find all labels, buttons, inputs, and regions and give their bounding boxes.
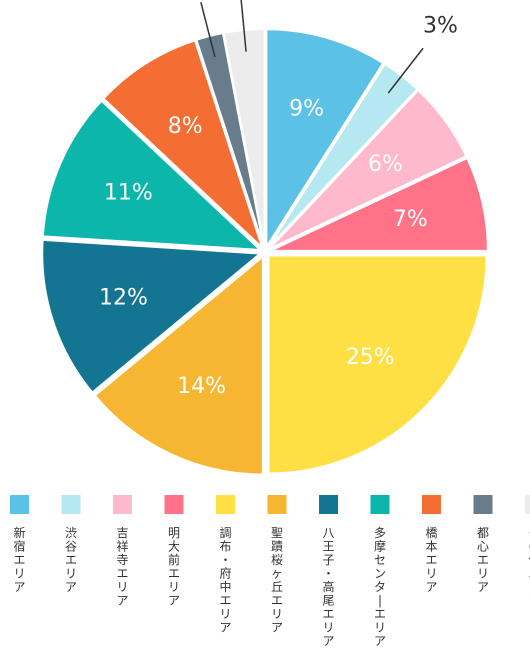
legend-label-7: 八王子・高尾エリア	[322, 526, 334, 648]
legend-swatch-11	[525, 495, 530, 514]
leader-lines	[200, 0, 424, 94]
slice-label-1: 9%	[289, 97, 324, 122]
legend-label-3: 吉祥寺エリア	[116, 526, 128, 608]
legend-label-8: 多摩センタ|エリア	[374, 526, 386, 648]
legend-swatch-3	[113, 495, 132, 514]
slice-label-2: 3%	[423, 13, 458, 38]
pie-slice-5	[267, 254, 488, 475]
legend-swatch-7	[319, 495, 338, 514]
legend-label-1: 新宿エリア	[13, 525, 25, 594]
slice-label-9: 8%	[168, 114, 203, 139]
pie-slice-6	[93, 254, 264, 476]
pie-slice-4	[269, 156, 489, 252]
legend: 新宿エリア 渋谷エリア 吉祥寺エリア 明大前エリア 調布・府中エリア 聖蹟桜ヶ丘エリア 八王…	[10, 495, 530, 648]
leader-line-11	[240, 0, 247, 52]
data-labels: 9%3%6%7%25%14%12%11%8%2%3%	[99, 13, 458, 399]
pie-slice-3	[268, 88, 468, 250]
legend-swatch-5	[216, 495, 235, 514]
legend-label-11: その他エリア	[528, 526, 530, 608]
pie-slice-7	[41, 238, 263, 394]
legend-label-9: 橋本エリア	[425, 526, 437, 594]
slice-label-7: 12%	[99, 286, 148, 311]
pie-slice-1	[265, 28, 385, 251]
legend-swatch-8	[370, 495, 390, 514]
legend-swatch-9	[422, 495, 441, 514]
legend-swatch-6	[267, 495, 287, 514]
legend-swatch-1	[10, 495, 29, 514]
legend-label-6: 聖蹟桜ヶ丘エリア	[271, 526, 283, 635]
legend-label-4: 明大前エリア	[168, 526, 180, 608]
pie-slices	[41, 28, 489, 476]
leader-line-2	[387, 47, 424, 94]
slice-label-3: 6%	[368, 152, 403, 177]
slice-label-5: 25%	[346, 345, 395, 370]
slice-label-8: 11%	[104, 180, 153, 205]
legend-label-2: 渋谷エリア	[65, 526, 77, 594]
legend-label-5: 調布・府中エリア	[219, 526, 231, 635]
pie-slice-8	[41, 99, 264, 252]
slice-label-4: 7%	[393, 207, 428, 232]
leader-line-10	[200, 2, 216, 58]
legend-swatch-2	[61, 495, 81, 514]
slice-label-6: 14%	[177, 374, 226, 399]
legend-swatch-10	[473, 495, 493, 514]
legend-swatch-4	[164, 495, 184, 514]
legend-label-10: 都心エリア	[477, 526, 489, 594]
pie-slice-9	[101, 39, 264, 249]
